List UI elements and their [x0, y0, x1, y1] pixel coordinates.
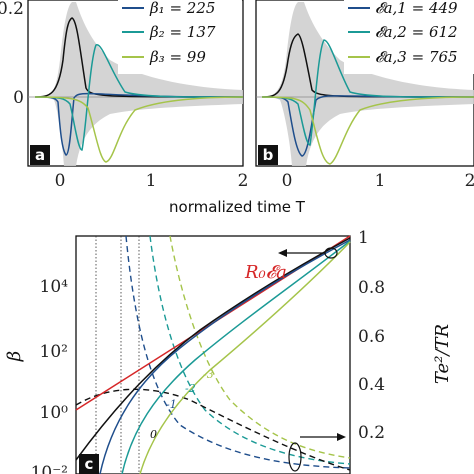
legend-label-e1: 𝓔a,1 = 449 [375, 0, 458, 17]
panel-c-rtick-02: 0.2 [358, 423, 385, 443]
panel-c-ytick-1em2: 10⁻² [31, 463, 68, 474]
panel-b-xtick-2: 2 [465, 171, 474, 191]
panel-b-xtick-0: 0 [282, 171, 293, 191]
panel-a-envelope [40, 2, 243, 166]
shared-xlabel: normalized time T [169, 198, 306, 216]
dashed-curve-black [75, 388, 351, 471]
legend-label-beta2: β₂ = 137 [149, 23, 216, 41]
panel-b-badge-label: b [263, 146, 274, 164]
solid-curve-black [75, 237, 351, 461]
curve-label-m3: -3 [203, 368, 214, 381]
panel-b-curve-e1 [261, 95, 474, 157]
panel-c-badge [79, 454, 99, 474]
panel-c-ytick-1e2: 10² [40, 342, 68, 362]
panel-b-envelope [262, 2, 474, 166]
panel-c-rtick-1: 1 [358, 228, 369, 248]
dashed-curve-blue [125, 235, 351, 469]
curve-label-0: 0 [150, 428, 157, 441]
panel-b-legend: 𝓔a,1 = 449 𝓔a,2 = 612 𝓔a,3 = 765 [344, 0, 474, 74]
panel-a-curve-beta3 [34, 96, 244, 163]
solid-curve-blue [99, 239, 351, 474]
dashed-curve-green [169, 235, 351, 459]
panel-c-rtick-06: 0.6 [358, 327, 385, 347]
panel-a-ytick-02: 0.2 [0, 0, 24, 19]
panel-a-curve-beta1 [34, 92, 244, 156]
annotation-r0ea: R₀𝓔a [244, 262, 287, 283]
panel-a-xtick-2: 2 [238, 171, 249, 191]
curve-label-m1: -1 [166, 398, 177, 411]
panel-c-ytick-1e4: 10⁴ [40, 277, 69, 297]
panel-a-badge-label: a [35, 146, 45, 164]
panel-b: 0 1 2 𝓔a,1 = 449 𝓔a,2 = 612 𝓔a,3 = 765 b [255, 0, 474, 191]
panel-a: 0.2 0 0 1 2 β₁ = 225 β₂ = 137 β₃ = 99 a [0, 0, 248, 191]
panel-c: R₀𝓔a -3 -2 -1 0 10⁴ 10² 10⁰ 10⁻² 1 0.8 0… [4, 228, 453, 474]
panel-c-frame [75, 235, 351, 474]
panel-b-xtick-1: 1 [375, 171, 386, 191]
annotation-arrowhead-right [337, 433, 346, 441]
panel-a-xtick-1: 1 [146, 171, 157, 191]
panel-b-legend-box [344, 0, 474, 74]
panel-c-rtick-08: 0.8 [358, 278, 385, 298]
panel-a-frame [27, 0, 244, 167]
panel-a-legend: β₁ = 225 β₂ = 137 β₃ = 99 [118, 0, 242, 74]
legend-label-beta1: β₁ = 225 [149, 0, 215, 17]
panel-a-xtick-0: 0 [55, 171, 66, 191]
panel-a-badge [30, 145, 50, 165]
solid-curve-green [139, 241, 351, 474]
legend-label-e3: 𝓔a,3 = 765 [375, 48, 458, 66]
legend-label-e2: 𝓔a,2 = 612 [375, 23, 458, 41]
panel-c-ylabel-left: β [4, 351, 25, 362]
panel-b-curve-e3 [261, 96, 474, 165]
annotation-ellipse-bottom [288, 442, 302, 472]
panel-a-ytick-0: 0 [13, 88, 24, 108]
panel-b-curve-e2 [261, 39, 474, 146]
annotation-arrowhead-left [278, 249, 287, 257]
curve-label-m2: -2 [185, 382, 196, 395]
panel-a-curve-beta2 [34, 44, 244, 151]
panel-b-badge [258, 145, 278, 165]
panel-c-ylabel-right: Te²/TR [432, 324, 453, 384]
panel-c-rtick-04: 0.4 [358, 375, 385, 395]
panel-c-badge-label: c [85, 455, 94, 473]
legend-label-beta3: β₃ = 99 [149, 48, 206, 66]
solid-curve-teal [121, 240, 351, 474]
panel-b-frame [255, 0, 474, 167]
panel-a-legend-box [118, 0, 242, 74]
panel-a-curve-black [34, 17, 244, 98]
panel-c-ytick-1e0: 10⁰ [40, 403, 69, 423]
